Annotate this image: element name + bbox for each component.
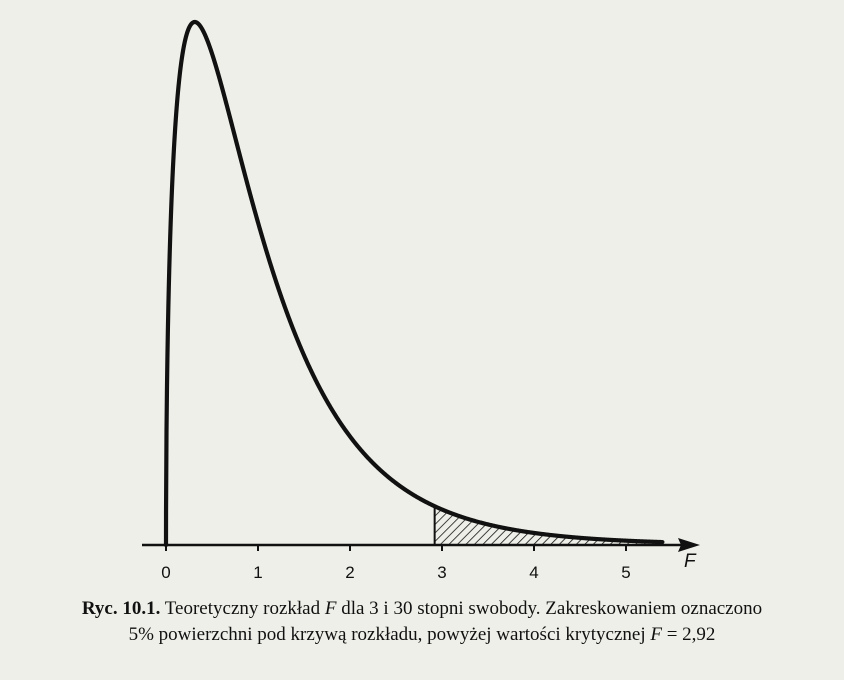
density-curve xyxy=(163,19,665,548)
caption-text: = 2,92 xyxy=(661,624,716,645)
critical-region-hatch xyxy=(434,506,663,545)
x-tick-label: 5 xyxy=(621,563,630,582)
x-tick-label: 2 xyxy=(345,563,354,582)
caption-variable: F xyxy=(650,624,662,645)
f-distribution-chart: 0 1 2 3 4 5 F xyxy=(142,19,700,582)
x-tick-label: 4 xyxy=(529,563,538,582)
x-tick-label: 3 xyxy=(437,563,446,582)
x-tick-label: 0 xyxy=(161,563,170,582)
x-axis-arrow xyxy=(678,538,700,552)
caption-line-1: Ryc. 10.1. Teoretyczny rozkład F dla 3 i… xyxy=(0,596,844,622)
x-axis-variable-label: F xyxy=(684,551,697,572)
caption-figure-number: Ryc. 10.1. xyxy=(81,598,161,619)
caption-line-2: 5% powierzchni pod krzywą rozkładu, powy… xyxy=(0,622,844,648)
caption-variable: F xyxy=(324,598,337,619)
caption-text: 5% powierzchni pod krzywą rozkładu, powy… xyxy=(128,624,651,645)
caption-text: dla 3 i 30 stopni swobody. Zakreskowanie… xyxy=(336,598,763,619)
x-tick-label: 1 xyxy=(253,563,262,582)
caption-text: Teoretyczny rozkład xyxy=(160,598,325,619)
figure-caption: Ryc. 10.1. Teoretyczny rozkład F dla 3 i… xyxy=(0,596,844,648)
